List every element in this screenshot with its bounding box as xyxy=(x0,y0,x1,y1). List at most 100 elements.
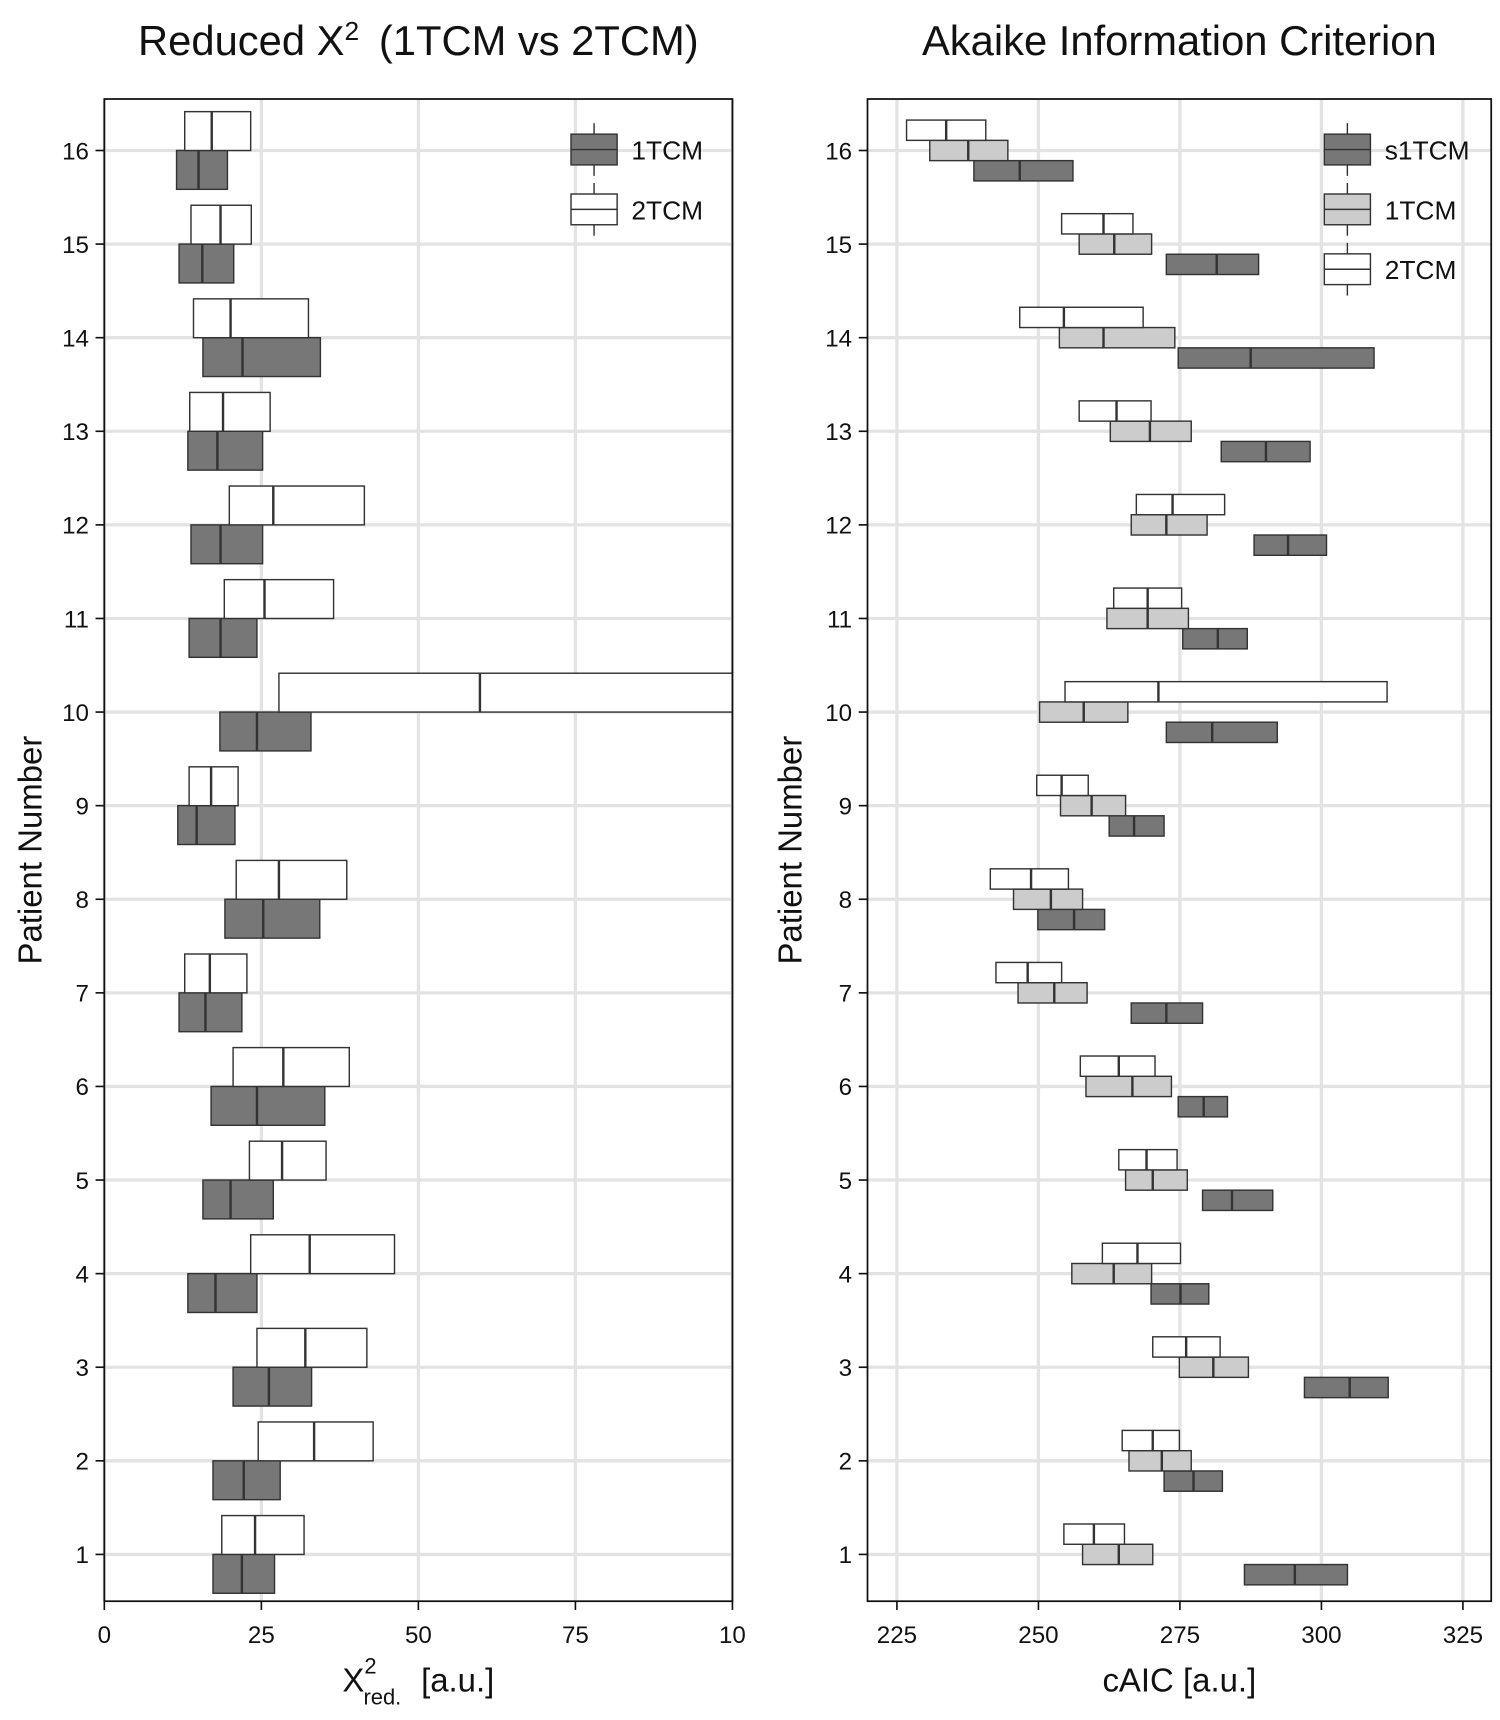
box xyxy=(1253,534,1328,557)
y-tick-label: 13 xyxy=(62,419,89,446)
boxes xyxy=(905,119,1389,1586)
x-tick-label: 300 xyxy=(1301,1622,1341,1649)
box xyxy=(178,243,235,284)
x-tick-label: 225 xyxy=(877,1622,917,1649)
box xyxy=(1078,400,1152,422)
box xyxy=(1182,627,1248,650)
box xyxy=(257,1421,374,1462)
box xyxy=(188,766,239,807)
box xyxy=(187,430,264,471)
box xyxy=(232,1046,350,1088)
boxes xyxy=(175,110,733,1594)
box xyxy=(1128,1449,1192,1472)
box xyxy=(1108,815,1165,837)
box xyxy=(1165,721,1278,744)
x-label-part: X xyxy=(342,1661,364,1698)
y-tick-label: 3 xyxy=(839,1355,852,1382)
box xyxy=(178,992,243,1033)
y-tick-label: 11 xyxy=(64,606,89,633)
x-label-part: [a.u.] xyxy=(421,1661,494,1698)
box xyxy=(973,159,1074,182)
box xyxy=(189,391,271,432)
box xyxy=(175,149,229,191)
box xyxy=(232,1366,313,1407)
y-tick-label: 6 xyxy=(839,1074,852,1101)
box xyxy=(202,336,322,378)
box xyxy=(210,1085,326,1126)
y-tick-label: 12 xyxy=(825,513,852,540)
x-tick-label: 250 xyxy=(1018,1622,1058,1649)
chart-title: Reduced X2 (1TCM vs 2TCM) xyxy=(138,16,699,64)
x-label-sub: red. xyxy=(363,1684,401,1709)
box xyxy=(228,485,366,526)
box xyxy=(278,672,733,713)
box xyxy=(1085,1075,1173,1098)
y-tick-label: 2 xyxy=(76,1449,89,1476)
box xyxy=(1071,1262,1153,1285)
y-tick-label: 4 xyxy=(839,1261,852,1288)
box xyxy=(192,298,310,339)
y-tick-label: 2 xyxy=(839,1449,852,1476)
box xyxy=(177,804,236,846)
box xyxy=(1037,908,1106,931)
y-tick-label: 8 xyxy=(76,887,89,914)
x-tick-label: 10 xyxy=(719,1622,746,1649)
y-tick-label: 5 xyxy=(839,1168,852,1195)
title-part: Akaike Information Criterion xyxy=(922,17,1437,64)
legend-label: s1TCM xyxy=(1385,135,1470,165)
y-axis-label: Patient Number xyxy=(772,736,809,965)
box xyxy=(1060,212,1134,235)
y-tick-label: 15 xyxy=(825,232,852,259)
box xyxy=(1012,888,1084,911)
box xyxy=(221,1514,305,1556)
y-tick-label: 7 xyxy=(76,981,89,1008)
box xyxy=(1017,981,1088,1004)
box xyxy=(1201,1189,1274,1212)
title-part: (1TCM vs 2TCM) xyxy=(379,17,699,64)
x-label-part: cAIC [a.u.] xyxy=(1102,1661,1256,1698)
box xyxy=(989,868,1070,890)
y-tick-label: 10 xyxy=(62,700,89,727)
box xyxy=(212,1553,276,1594)
x-tick-label: 50 xyxy=(405,1622,432,1649)
y-tick-label: 11 xyxy=(827,606,852,633)
x-tick-label: 25 xyxy=(248,1622,275,1649)
box xyxy=(1165,253,1260,276)
box xyxy=(256,1327,368,1368)
y-tick-label: 12 xyxy=(62,513,89,540)
y-tick-label: 7 xyxy=(839,981,852,1008)
x-tick-label: 0 xyxy=(98,1622,111,1649)
box xyxy=(190,524,264,565)
legend-label: 1TCM xyxy=(1385,195,1457,225)
box xyxy=(1118,1148,1178,1171)
y-tick-label: 9 xyxy=(76,793,89,820)
y-tick-label: 16 xyxy=(825,138,852,165)
box xyxy=(1121,1429,1181,1452)
box xyxy=(1058,326,1176,349)
box xyxy=(1064,680,1388,703)
box xyxy=(187,1272,258,1314)
y-tick-label: 3 xyxy=(76,1355,89,1382)
box xyxy=(248,1140,327,1181)
box xyxy=(184,953,248,994)
box xyxy=(1177,347,1375,369)
y-tick-label: 8 xyxy=(839,887,852,914)
box xyxy=(1303,1376,1389,1399)
box xyxy=(219,711,312,752)
x-tick-label: 75 xyxy=(562,1622,589,1649)
y-tick-label: 4 xyxy=(76,1261,89,1288)
box xyxy=(1059,794,1127,817)
box xyxy=(223,578,335,620)
y-tick-label: 14 xyxy=(62,325,89,352)
box xyxy=(1124,1169,1188,1191)
y-tick-label: 1 xyxy=(76,1542,89,1569)
title-part: Reduced X xyxy=(138,17,344,64)
x-axis-label: X2 red. [a.u.] xyxy=(342,1654,494,1710)
y-axis-label: Patient Number xyxy=(12,736,49,965)
y-tick-label: 16 xyxy=(62,138,89,165)
box xyxy=(235,859,348,900)
box xyxy=(249,1234,396,1275)
box xyxy=(1019,306,1144,329)
legend-label: 1TCM xyxy=(631,135,703,165)
